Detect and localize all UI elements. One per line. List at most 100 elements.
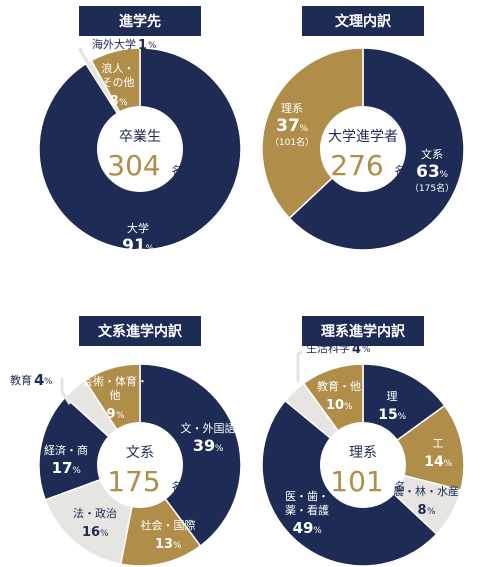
- slice-label: 医・歯・薬・看護 49%: [285, 490, 329, 537]
- slice-label: 浪人・その他 8%: [102, 61, 135, 109]
- slice-value: 9: [106, 407, 115, 422]
- slice-label: 理 15%: [378, 390, 406, 423]
- slice-name: 医・歯・薬・看護: [285, 490, 329, 517]
- label-leader-line: [78, 46, 110, 97]
- slice-value: 10: [326, 398, 344, 413]
- slice-label: 工 14%: [424, 437, 452, 470]
- slice-percent-sign: %: [444, 459, 453, 469]
- slice-name: 工: [433, 437, 444, 450]
- slice-value: 63: [416, 162, 440, 182]
- center-label: 大学進学者: [328, 129, 398, 145]
- center-value: 175: [107, 465, 160, 498]
- slice-value: 49: [293, 519, 314, 537]
- slice-label: 教育 4%: [10, 371, 53, 389]
- slice-name: 教育: [10, 373, 32, 387]
- slice-label: 教育・他 10%: [317, 379, 361, 413]
- slice-percent-sign: %: [344, 402, 353, 412]
- slice-name: 経済・商: [44, 443, 88, 457]
- chart-title: 理系進学内訳: [321, 323, 406, 340]
- chart-title: 文理内訳: [335, 13, 392, 30]
- slice-count: （175名）: [410, 182, 454, 194]
- slice-label: 芸術・体育・他 9%: [82, 374, 148, 422]
- slice-percent-sign: %: [427, 507, 436, 517]
- center-value: 304: [107, 149, 160, 182]
- slice-label: 法・政治 16%: [73, 506, 117, 540]
- slice-percent-sign: %: [300, 124, 309, 134]
- slice-value: 15: [378, 407, 397, 423]
- slice-value: 4: [34, 371, 44, 389]
- center-unit: 名: [395, 479, 406, 493]
- center-label: 卒業生: [119, 129, 161, 145]
- slice-name: 社会・国際: [141, 518, 196, 532]
- slice-label: 社会・国際 13%: [141, 518, 196, 552]
- chart-title-banner: [79, 316, 201, 346]
- center-label: 理系: [349, 445, 377, 461]
- slice-percent-sign: %: [72, 466, 81, 476]
- slice-name: 文・外国語: [181, 421, 236, 435]
- slice-percent-sign: %: [173, 541, 182, 551]
- slice-percent-sign: %: [148, 41, 157, 51]
- slice-value: 17: [52, 459, 73, 477]
- slice-percent-sign: %: [116, 411, 125, 421]
- pie-slice: [139, 363, 242, 547]
- slice-label: 経済・商 17%: [44, 443, 88, 477]
- center-value: 276: [330, 149, 383, 182]
- slice-label: 農・林・水産 8%: [393, 484, 459, 518]
- slice-name: 生活科学: [306, 341, 350, 355]
- slice-name: 海外大学: [92, 37, 136, 51]
- slice-value: 39: [193, 436, 215, 455]
- slice-percent-sign: %: [398, 412, 407, 422]
- slice-name: 農・林・水産: [393, 484, 459, 498]
- slice-percent-sign: %: [215, 444, 224, 454]
- slice-count: （101名）: [270, 136, 314, 148]
- slice-value: 13: [155, 537, 173, 552]
- slice-name: 大学: [127, 221, 149, 235]
- slice-label: 生活科学 4%: [306, 341, 371, 357]
- slice-label: 海外大学 1%: [92, 37, 157, 53]
- slice-value: 4: [352, 342, 361, 357]
- label-leader-line: [60, 378, 72, 405]
- label-leader-line: [296, 350, 303, 382]
- slice-percent-sign: %: [313, 526, 322, 536]
- slice-name: 理系: [281, 102, 303, 115]
- slice-value: 1: [138, 38, 147, 53]
- slice-value: 16: [82, 525, 100, 540]
- slice-name: 理: [387, 390, 398, 403]
- center-unit: 名: [172, 479, 183, 493]
- center-value: 101: [330, 465, 383, 498]
- donut-center: [97, 422, 183, 508]
- center-unit: 名: [172, 163, 183, 177]
- slice-value: 91: [122, 236, 146, 256]
- slice-name: 文系: [421, 147, 443, 161]
- slice-name: 法・政治: [73, 506, 117, 520]
- slice-value: 14: [424, 454, 444, 470]
- slice-percent-sign: %: [44, 377, 53, 387]
- chart-title-banner: [302, 316, 424, 346]
- slice-percent-sign: %: [100, 529, 109, 539]
- chart-title-banner: [79, 6, 201, 36]
- slice-name: 教育・他: [317, 379, 361, 393]
- pie-slice: [261, 47, 364, 220]
- donut-center: [97, 106, 183, 192]
- center-unit: 名: [395, 163, 406, 177]
- center-label: 文系: [126, 445, 154, 461]
- donut-center: [320, 106, 406, 192]
- slice-name: 浪人・その他: [102, 61, 135, 89]
- slice-percent-sign: %: [146, 244, 155, 254]
- chart-title-banner: [302, 6, 424, 36]
- chart-title: 進学先: [119, 13, 161, 30]
- slice-percent-sign: %: [440, 170, 449, 180]
- slice-value: 8: [109, 94, 118, 109]
- slice-percent-sign: %: [362, 345, 371, 355]
- slice-name: 芸術・体育・他: [82, 374, 148, 402]
- donut-center: [320, 422, 406, 508]
